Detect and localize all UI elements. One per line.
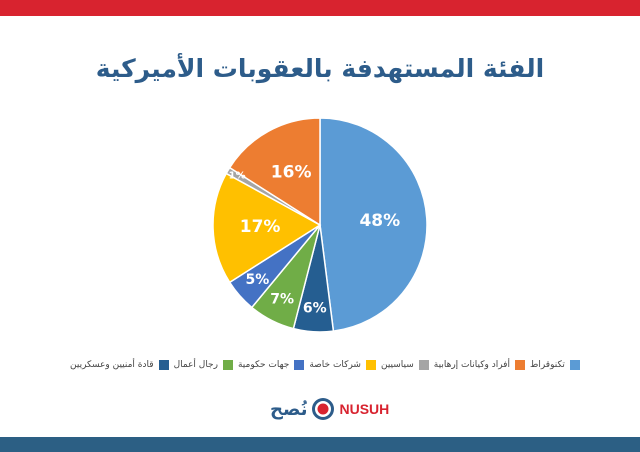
legend-swatch [569,360,580,370]
pie-slice [212,172,322,284]
logo-english-text: NUSUH [339,401,390,417]
legend-label: سياسيين [380,360,414,370]
legend-swatch [222,360,233,370]
chart-title: الفئة المستهدفة بالعقوبات الأميركية [95,54,545,83]
pie-data-label: 1% [229,170,246,181]
legend-label: تكنوقراط [530,360,565,370]
pie-data-label: 6% [303,300,327,316]
legend-item: أفراد وكيانات إرهابية [434,360,525,370]
legend-item: رجال أعمال [174,360,233,370]
legend-swatch [418,360,429,370]
chart-legend: تكنوقراط أفراد وكيانات إرهابية سياسيين شركا… [70,356,580,374]
legend-swatch [294,360,305,370]
legend-swatch [365,360,376,370]
legend-label: رجال أعمال [173,360,218,370]
legend-label: جهات حكومية [237,360,290,370]
legend-item: تكنوقراط [530,360,580,370]
pie-data-label: 16% [271,162,312,182]
legend-item: جهات حكومية [237,360,305,370]
legend-item: شركات خاصة [309,360,376,370]
pie-data-label: 17% [240,217,281,237]
legend-label: أفراد وكيانات إرهابية [433,360,510,370]
nusuh-logo: نُصح NUSUH [270,396,389,422]
legend-item: سياسيين [381,360,429,370]
logo-arabic-text: نُصح [270,398,308,420]
bottom-blue-bar [0,437,640,452]
pie-slice [319,117,428,332]
logo-circle-icon [312,398,335,420]
legend-item: قادة أمنيين وعسكريين [70,360,169,370]
pie-data-label: 7% [270,291,294,307]
legend-swatch [515,360,525,370]
legend-swatch [158,360,169,370]
pie-slice [228,117,321,227]
pie-data-label: 5% [246,272,270,288]
legend-label: شركات خاصة [309,360,361,370]
legend-label: قادة أمنيين وعسكريين [70,360,154,370]
top-red-bar [0,0,640,16]
pie-data-label: 48% [359,211,400,231]
